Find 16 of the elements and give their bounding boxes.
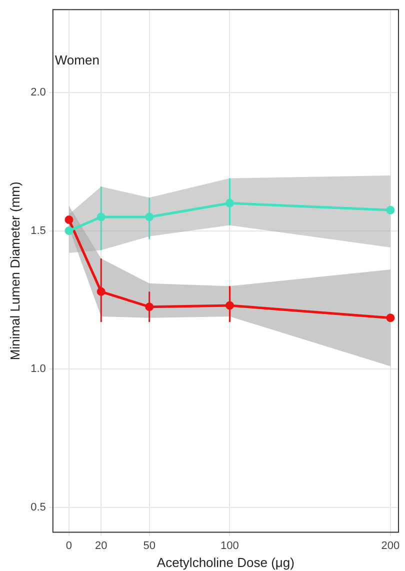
x-tick-label: 20 bbox=[94, 540, 108, 552]
y-axis-title: Minimal Lumen Diameter (mm) bbox=[7, 182, 22, 360]
x-axis-title: Acetylcholine Dose (μg) bbox=[156, 554, 294, 570]
point bbox=[64, 226, 74, 236]
y-tick-label: 0.5 bbox=[30, 501, 46, 514]
point bbox=[386, 206, 395, 214]
y-tick-label: 2.0 bbox=[30, 86, 46, 99]
x-tick-label: 200 bbox=[381, 540, 400, 552]
x-tick-label: 100 bbox=[220, 540, 239, 552]
point bbox=[64, 215, 74, 224]
point bbox=[386, 314, 395, 322]
y-tick-label: 1.5 bbox=[30, 224, 46, 237]
y-tick-label: 1.0 bbox=[30, 363, 46, 376]
annotation: Women bbox=[54, 52, 100, 68]
x-tick-label: 50 bbox=[143, 540, 156, 552]
x-tick-label: 0 bbox=[66, 540, 72, 552]
